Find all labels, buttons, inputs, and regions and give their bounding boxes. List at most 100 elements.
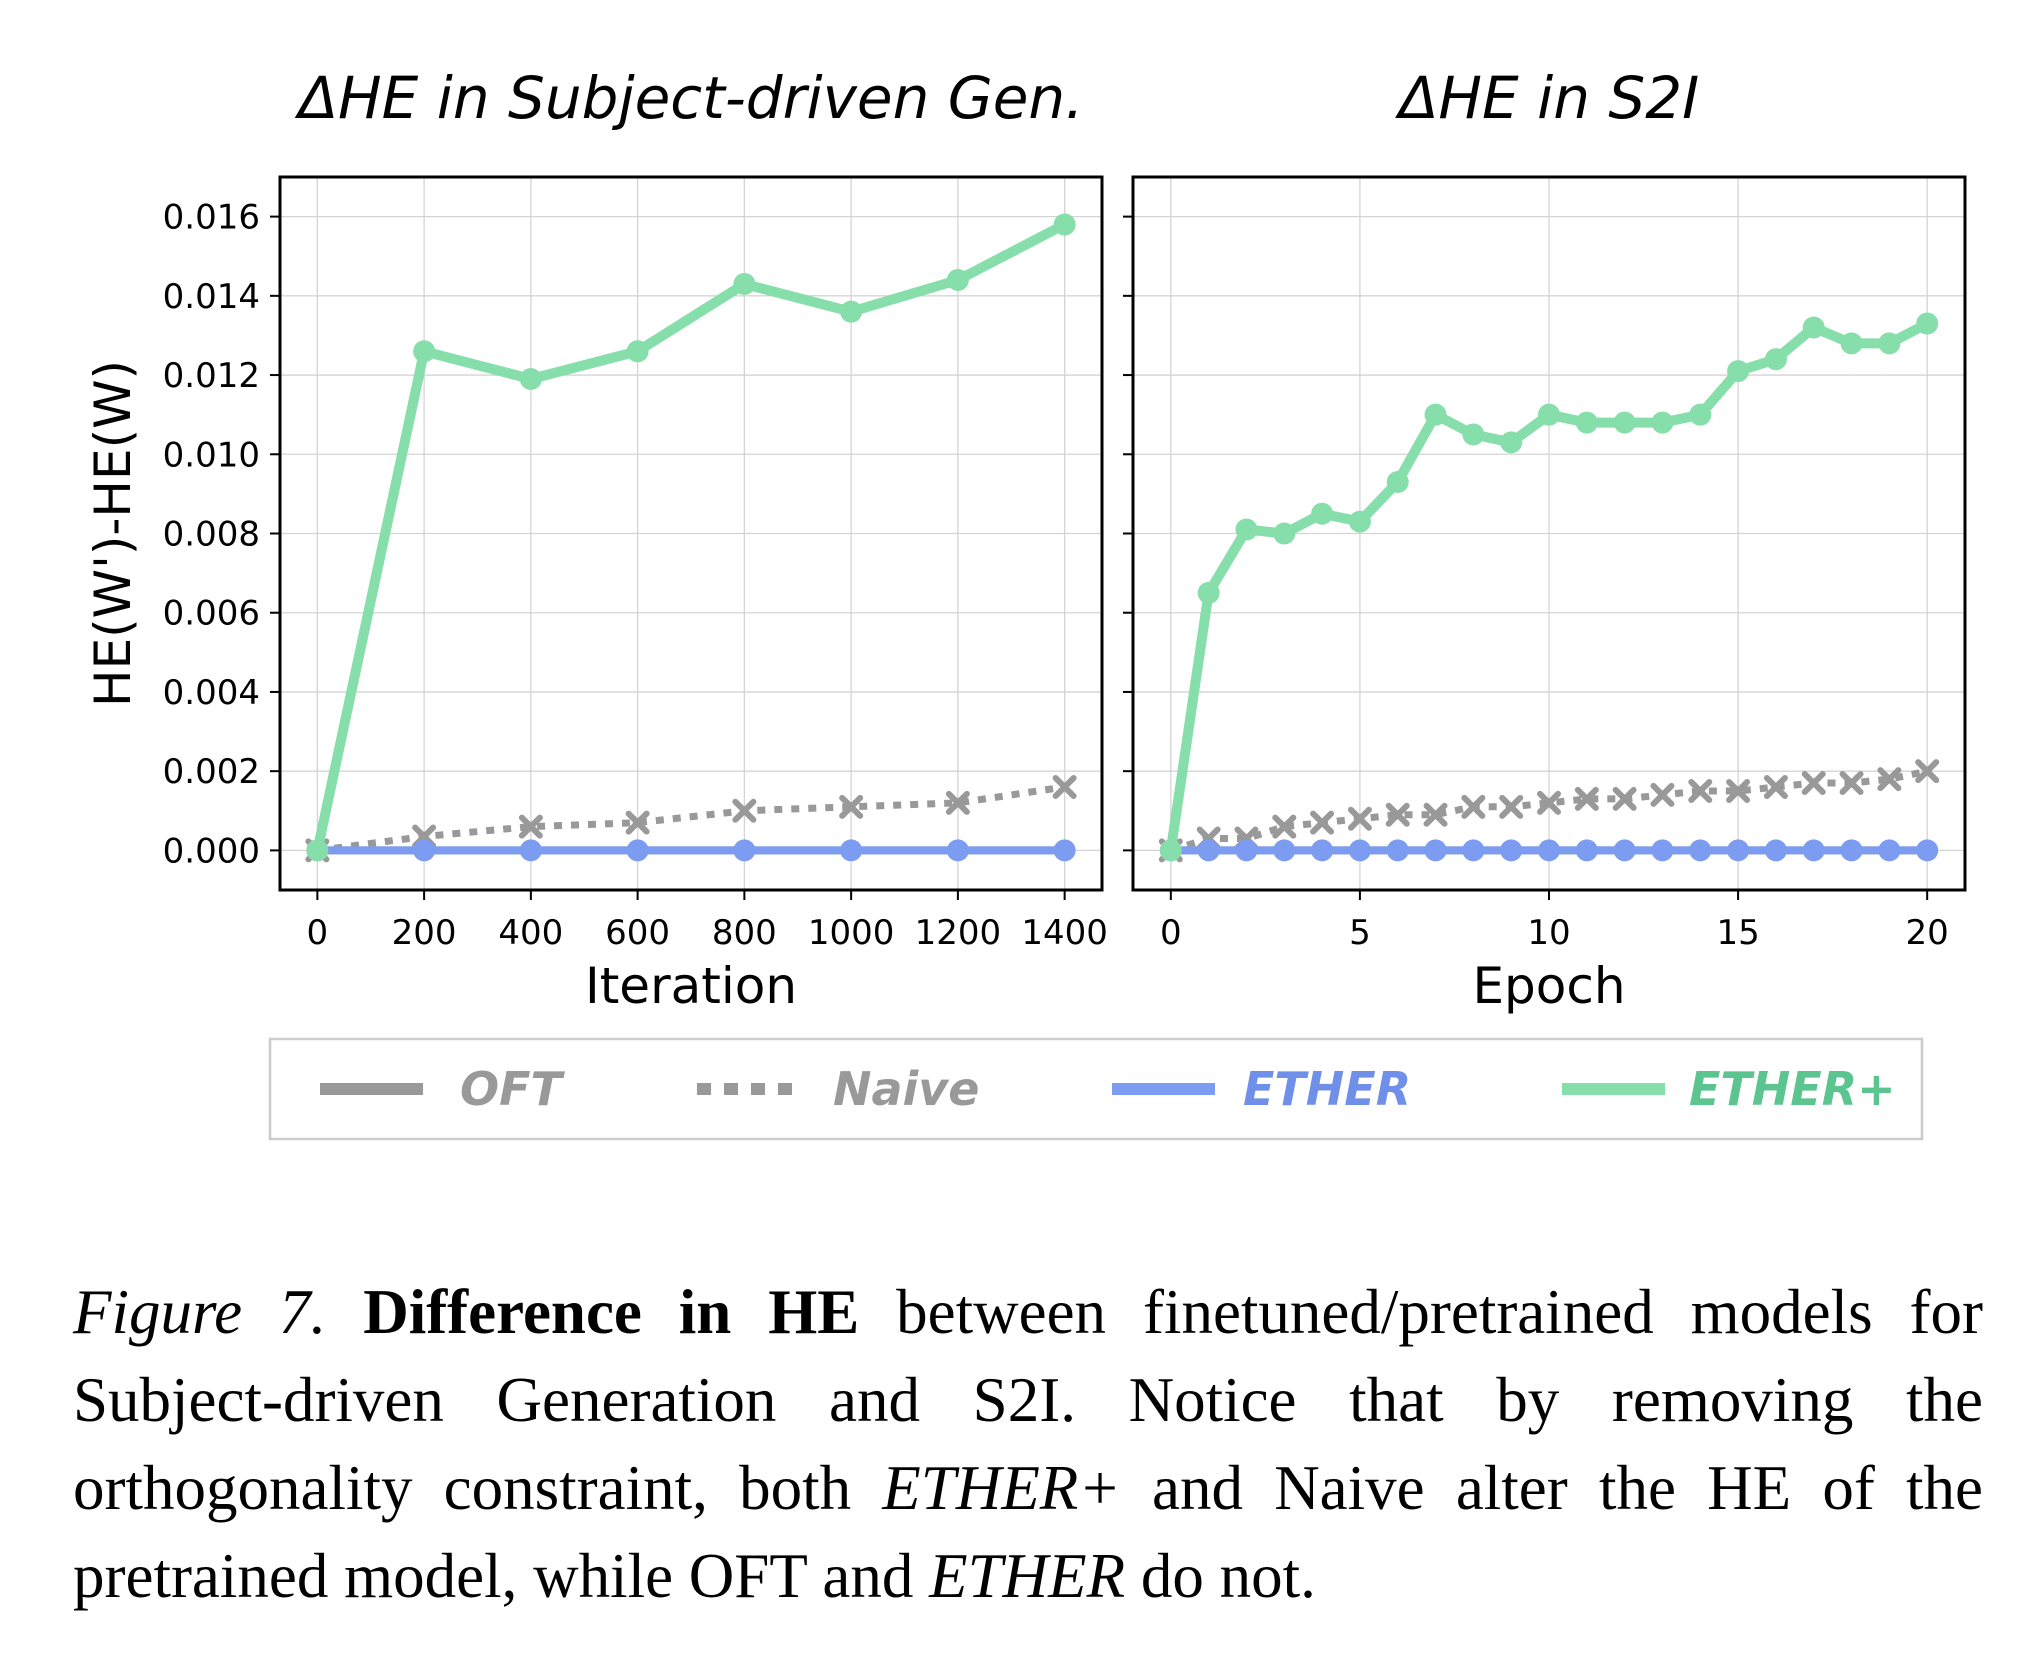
point-marker-naive [1763, 775, 1788, 800]
y-tick-label: 0.012 [163, 356, 260, 396]
y-tick-label: 0.008 [163, 515, 260, 555]
caption-bold: Difference in HE [363, 1277, 860, 1347]
point-marker-ether-plus [1159, 839, 1182, 862]
point-marker-naive [732, 798, 757, 823]
x-tick-label: 20 [1906, 913, 1949, 953]
y-tick-label: 0.016 [163, 198, 260, 238]
point-marker-naive [1574, 786, 1599, 811]
point-marker-ether [1311, 839, 1334, 862]
point-marker-naive [839, 794, 864, 819]
point-marker-ether-plus [1311, 502, 1334, 525]
figure-svg: ΔHE in Subject-driven Gen. 0.000 0.002 0.00… [84, 64, 1967, 1141]
point-marker-naive [625, 810, 650, 835]
y-tick-label: 0.002 [163, 752, 260, 792]
caption-text-1: between finetuned/pretrained models for … [73, 1277, 1983, 1523]
point-marker-ether [946, 839, 969, 862]
point-marker-naive [945, 790, 970, 815]
point-marker-ether [626, 839, 649, 862]
x-tick-label: 600 [605, 913, 670, 953]
point-marker-ether-plus [1348, 510, 1371, 533]
x-tick-label: 1400 [1021, 913, 1108, 953]
point-marker-ether [413, 839, 436, 862]
legend-label-ether: ETHER [1243, 1062, 1411, 1116]
x-tick-label: 1200 [915, 913, 1002, 953]
point-marker-naive [1801, 771, 1826, 796]
point-marker-ether [1689, 839, 1712, 862]
point-marker-naive [1688, 778, 1713, 803]
series-line-naive [316, 783, 1066, 854]
point-marker-ether-plus [626, 340, 649, 363]
point-marker-ether-plus [1235, 518, 1258, 541]
point-marker-naive [1537, 790, 1561, 815]
point-marker-ether [1878, 839, 1901, 862]
x-tick-label: 800 [712, 913, 777, 953]
x-tick-label: 0 [307, 913, 329, 953]
point-marker-ether-plus [1538, 403, 1560, 426]
point-marker-ether-plus [306, 839, 329, 862]
figure-caption: Figure 7. Difference in HE between finet… [73, 1268, 1983, 1620]
caption-label: Figure 7. [73, 1277, 327, 1347]
point-marker-ether [1197, 839, 1220, 862]
panel-title: ΔHE in Subject-driven Gen. [294, 64, 1083, 132]
x-tick-label: 15 [1716, 913, 1759, 953]
point-marker-naive [1385, 802, 1410, 827]
x-tick-label: 0 [1160, 913, 1182, 953]
point-marker-ether-plus [1462, 423, 1485, 446]
point-marker-ether-plus [1197, 581, 1220, 604]
panel-title: ΔHE in S2I [1395, 64, 1700, 132]
plot-frame [1131, 175, 1967, 892]
plot-frame [278, 175, 1104, 892]
point-marker-ether [1462, 839, 1485, 862]
legend-label-ether-plus: ETHER+ [1689, 1062, 1896, 1116]
point-marker-ether [1840, 839, 1863, 862]
point-marker-ether-plus [1386, 471, 1409, 494]
point-marker-ether-plus [1053, 213, 1076, 236]
point-marker-ether [1575, 839, 1598, 862]
point-marker-ether-plus [519, 368, 542, 391]
point-marker-ether [1500, 839, 1523, 862]
caption-emph-2: ETHER [929, 1541, 1126, 1611]
point-marker-naive [1272, 814, 1297, 839]
point-marker-naive [1499, 794, 1524, 819]
point-marker-ether [1273, 839, 1296, 862]
x-tick-label: 5 [1349, 913, 1371, 953]
point-marker-naive [1839, 771, 1864, 796]
point-marker-ether [1727, 839, 1750, 862]
x-tick-label: 10 [1527, 913, 1570, 953]
point-marker-ether [1424, 839, 1447, 862]
x-tick-label: 400 [498, 913, 563, 953]
point-marker-ether-plus [1840, 332, 1863, 355]
point-marker-naive [1726, 778, 1751, 803]
point-marker-naive [1461, 794, 1486, 819]
point-marker-ether-plus [946, 268, 969, 291]
point-marker-ether-plus [413, 340, 436, 363]
x-tick-label: 200 [392, 913, 457, 953]
point-marker-ether-plus [1500, 431, 1523, 454]
point-marker-naive [1915, 759, 1940, 784]
point-marker-ether [1538, 839, 1560, 862]
point-marker-ether-plus [1689, 403, 1712, 426]
point-marker-ether [1764, 839, 1787, 862]
point-marker-naive [1612, 786, 1637, 811]
point-marker-ether [1613, 839, 1636, 862]
point-marker-ether-plus [733, 272, 756, 295]
y-tick-label: 0.010 [163, 435, 260, 475]
point-marker-naive [1310, 810, 1335, 835]
point-marker-ether [1386, 839, 1409, 862]
point-marker-ether [840, 839, 863, 862]
point-marker-naive [518, 814, 543, 839]
point-marker-naive [1423, 802, 1448, 827]
y-axis-label: HE(W')-HE(W) [84, 360, 142, 707]
series-line-ether-plus [312, 220, 1067, 852]
point-marker-ether [519, 839, 542, 862]
point-marker-ether-plus [1575, 411, 1598, 434]
point-marker-ether-plus [1916, 312, 1939, 335]
point-marker-ether [1802, 839, 1825, 862]
y-tick-label: 0.000 [163, 831, 260, 871]
point-marker-ether-plus [1802, 316, 1825, 339]
point-marker-ether-plus [1727, 360, 1750, 383]
x-tick-label: 1000 [808, 913, 895, 953]
point-marker-ether-plus [1764, 348, 1787, 371]
point-marker-ether [1235, 839, 1258, 862]
legend-label-naive: Naive [833, 1062, 980, 1116]
